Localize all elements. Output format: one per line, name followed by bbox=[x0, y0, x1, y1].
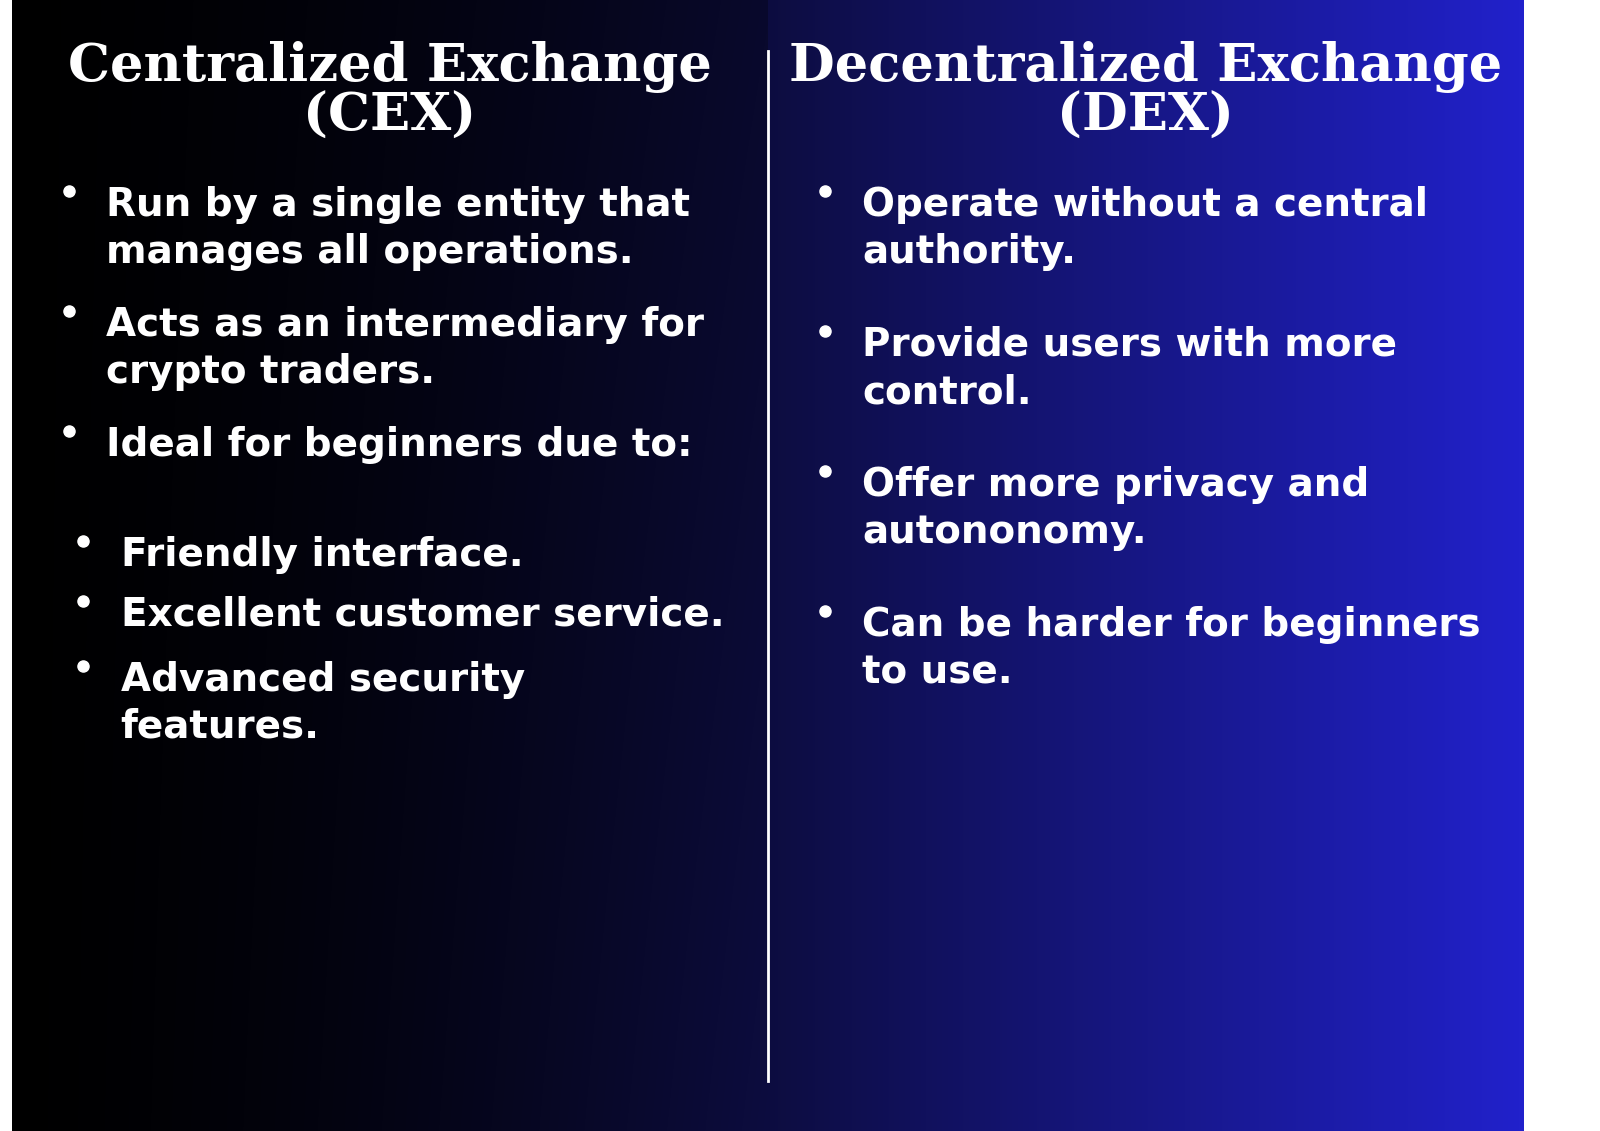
Text: Ideal for beginners due to:: Ideal for beginners due to: bbox=[107, 426, 693, 464]
Text: Offer more privacy and
autononomy.: Offer more privacy and autononomy. bbox=[862, 466, 1370, 551]
Text: Run by a single entity that
manages all operations.: Run by a single entity that manages all … bbox=[107, 185, 691, 271]
Text: Can be harder for beginners
to use.: Can be harder for beginners to use. bbox=[862, 606, 1482, 691]
Text: Acts as an intermediary for
crypto traders.: Acts as an intermediary for crypto trade… bbox=[107, 307, 704, 391]
Text: Excellent customer service.: Excellent customer service. bbox=[120, 596, 725, 634]
Text: Friendly interface.: Friendly interface. bbox=[120, 536, 523, 575]
Text: Operate without a central
authority.: Operate without a central authority. bbox=[862, 185, 1429, 271]
Text: (DEX): (DEX) bbox=[1058, 90, 1234, 143]
Text: Decentralized Exchange: Decentralized Exchange bbox=[789, 41, 1502, 93]
Text: Centralized Exchange: Centralized Exchange bbox=[67, 41, 712, 93]
Text: Advanced security
features.: Advanced security features. bbox=[120, 661, 525, 746]
Text: Provide users with more
control.: Provide users with more control. bbox=[862, 326, 1397, 411]
Text: (CEX): (CEX) bbox=[304, 90, 477, 143]
